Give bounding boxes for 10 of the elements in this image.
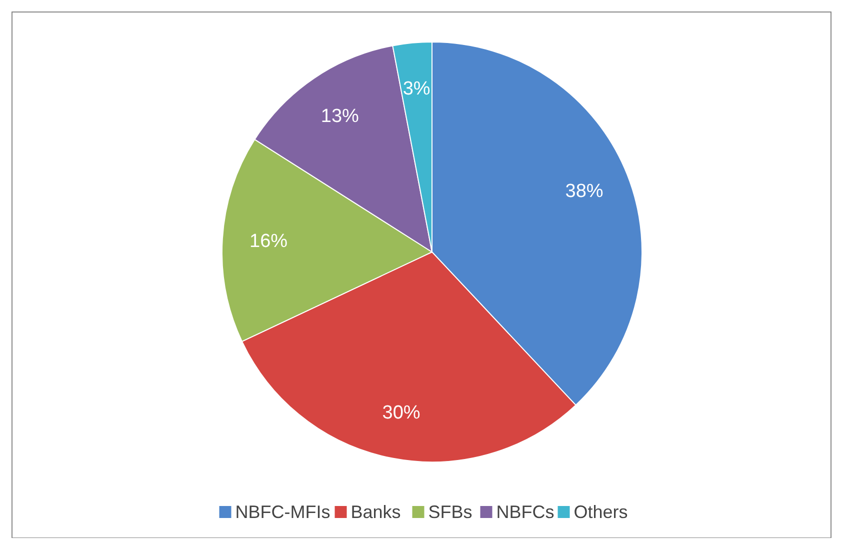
- data-label: 13%: [320, 106, 360, 128]
- legend-label: NBFC-MFIs: [235, 502, 330, 522]
- data-label: 38%: [565, 181, 604, 202]
- legend-label: Others: [574, 502, 628, 522]
- legend-label: Banks: [350, 502, 401, 522]
- data-label: 16%: [250, 231, 288, 252]
- data-label: 30%: [382, 402, 420, 424]
- legend-label: NBFCs: [496, 502, 554, 522]
- data-label: 3%: [402, 78, 430, 100]
- legend-label: SFBs: [428, 502, 472, 522]
